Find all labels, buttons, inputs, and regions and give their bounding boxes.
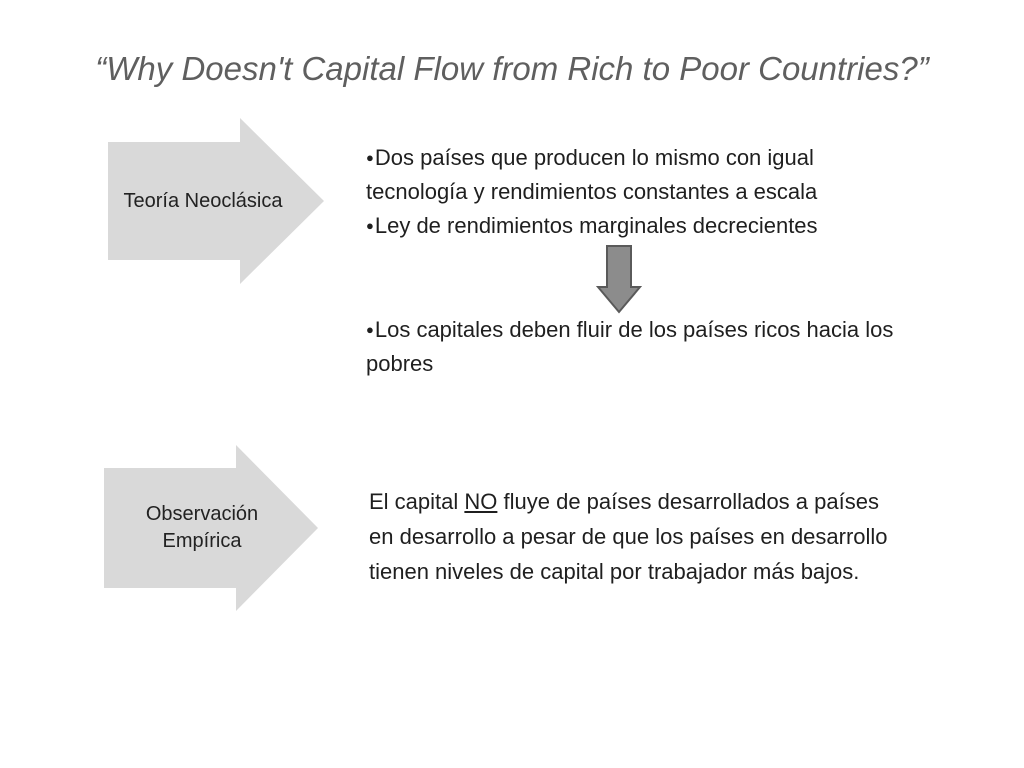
emphasis-no: NO bbox=[464, 489, 498, 514]
empirical-observation-arrow: Observación Empírica bbox=[104, 445, 320, 611]
bullet-icon: ● bbox=[366, 150, 374, 165]
empirical-observation-text: El capital NO fluye de países desarrolla… bbox=[369, 489, 888, 584]
bullet-icon: ● bbox=[366, 218, 374, 233]
block-arrow-right-icon bbox=[108, 118, 324, 284]
neoclassical-theory-label: Teoría Neoclásica bbox=[123, 189, 283, 212]
down-arrow-icon bbox=[595, 245, 643, 320]
bullet-icon: ● bbox=[366, 322, 374, 337]
neoclassical-theory-arrow: Teoría Neoclásica bbox=[108, 118, 326, 284]
list-item: ●Dos países que producen lo mismo con ig… bbox=[366, 145, 818, 204]
list-item: ●Ley de rendimientos marginales decrecie… bbox=[366, 213, 818, 238]
slide-title: “Why Doesn't Capital Flow from Rich to P… bbox=[95, 50, 929, 87]
block-arrow-right-icon bbox=[104, 445, 318, 611]
empirical-observation-label: Observación Empírica bbox=[145, 503, 259, 552]
conclusion-bullet: ●Los capitales deben fluir de los países… bbox=[366, 313, 893, 381]
list-item: ●Los capitales deben fluir de los países… bbox=[366, 317, 894, 376]
neoclassical-bullet-list: ●Dos países que producen lo mismo con ig… bbox=[366, 141, 818, 243]
